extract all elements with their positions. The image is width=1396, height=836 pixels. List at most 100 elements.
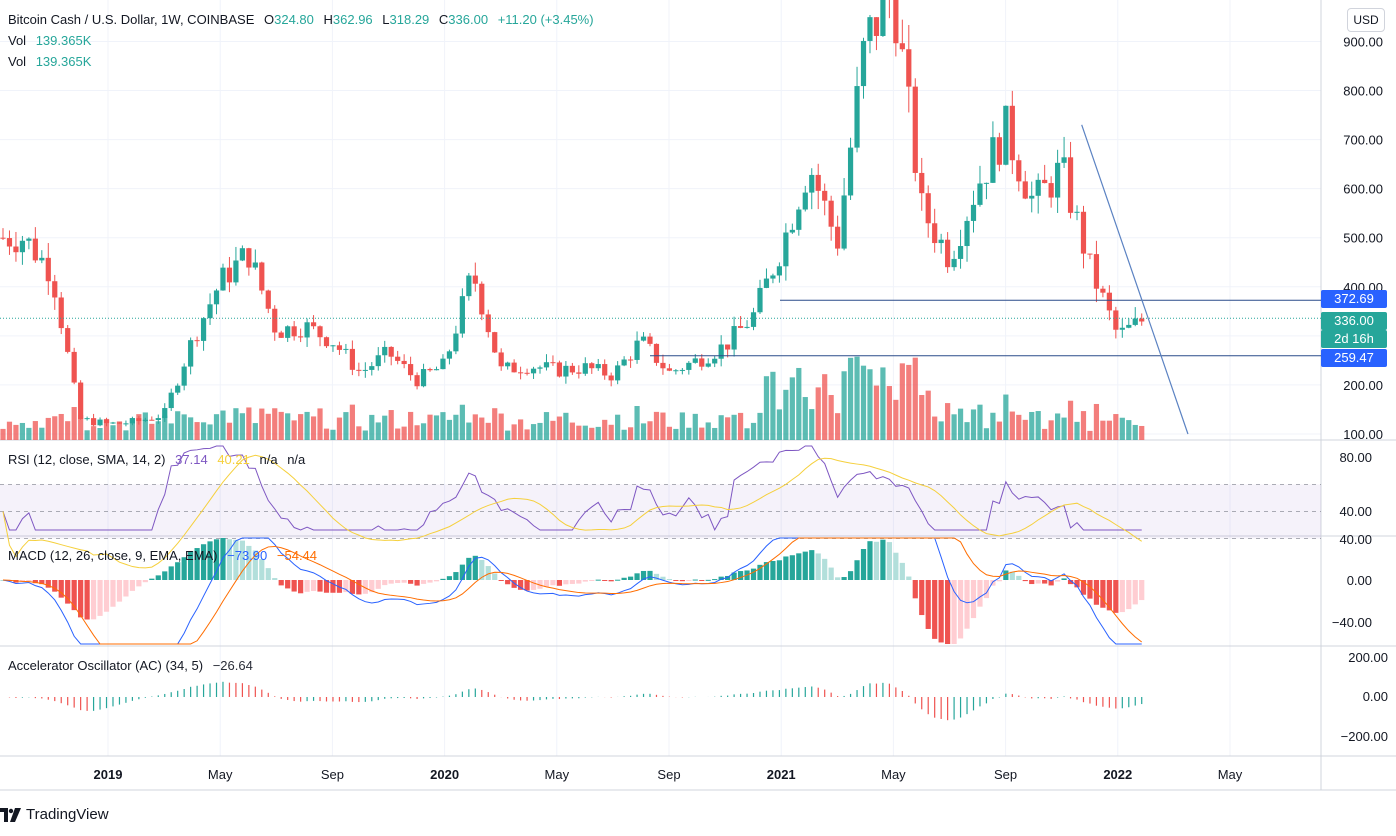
candle-body xyxy=(71,351,77,383)
macd-histogram-bar xyxy=(925,580,931,629)
macd-histogram-bar xyxy=(699,580,705,581)
volume-bar xyxy=(479,417,485,440)
volume-bar xyxy=(1132,424,1138,440)
volume-bar xyxy=(880,367,886,440)
macd-histogram-bar xyxy=(58,580,64,598)
tradingview-logo[interactable]: TradingView xyxy=(0,806,109,823)
macd-histogram-bar xyxy=(466,557,472,580)
macd-histogram-bar xyxy=(188,550,194,580)
candle-body xyxy=(867,17,873,41)
candle-body xyxy=(919,172,925,194)
candle-body xyxy=(6,238,13,247)
candle-body xyxy=(1106,292,1112,311)
symbol-title[interactable]: Bitcoin Cash / U.S. Dollar, 1W, COINBASE xyxy=(8,12,255,27)
macd-histogram-bar xyxy=(1087,580,1093,599)
volume-bar xyxy=(731,414,737,440)
vol2-label[interactable]: Vol xyxy=(8,54,27,69)
volume-bar xyxy=(375,422,381,440)
volume-bar xyxy=(466,422,472,440)
candle-body xyxy=(627,359,634,361)
macd-histogram-bar xyxy=(938,580,944,643)
volume-bar xyxy=(252,423,258,440)
macd-histogram-bar xyxy=(608,580,614,582)
macd-label[interactable]: MACD (12, 26, close, 9, EMA, EMA) xyxy=(8,548,218,563)
macd-histogram-bar xyxy=(880,539,886,580)
macd-histogram-bar xyxy=(26,580,32,581)
volume-bar xyxy=(964,422,970,440)
macd-histogram-bar xyxy=(737,571,744,580)
macd-histogram-bar xyxy=(45,580,51,588)
macd-histogram-bar xyxy=(802,551,808,580)
macd-legend: MACD (12, 26, close, 9, EMA, EMA) −73.90… xyxy=(8,546,323,566)
candle-body xyxy=(97,419,103,426)
macd-histogram-bar xyxy=(162,571,168,580)
volume-bar xyxy=(65,421,71,440)
volume-bar xyxy=(1022,419,1028,440)
rsi-tick-label: 80.00 xyxy=(1339,450,1372,465)
rsi-na-1: n/a xyxy=(259,452,278,467)
candle-body xyxy=(647,336,653,344)
volume-bar xyxy=(692,413,698,440)
macd-histogram-bar xyxy=(142,580,148,583)
candle-body xyxy=(1113,310,1119,330)
vol-label[interactable]: Vol xyxy=(8,33,27,48)
volume-bar xyxy=(1016,414,1022,440)
volume-bar xyxy=(0,428,6,440)
candle-body xyxy=(556,362,563,377)
macd-histogram-bar xyxy=(899,562,905,580)
candle-body xyxy=(615,365,621,381)
macd-histogram-bar xyxy=(427,580,433,583)
volume-bar xyxy=(815,387,821,440)
time-tick-label: Sep xyxy=(657,767,680,782)
candle-body xyxy=(725,344,731,350)
volume-bar xyxy=(718,415,724,440)
macd-histogram-bar xyxy=(841,577,847,580)
candle-body xyxy=(349,348,355,370)
macd-signal-value: −54.44 xyxy=(276,548,318,563)
ac-label[interactable]: Accelerator Oscillator (AC) (34, 5) xyxy=(8,658,204,673)
rsi-tick-label: 40.00 xyxy=(1339,504,1372,519)
candle-body xyxy=(149,419,155,421)
rsi-ma-line xyxy=(2,454,1142,569)
volume-bar xyxy=(996,421,1002,440)
macd-histogram-bar xyxy=(175,562,181,580)
candle-body xyxy=(569,365,575,373)
macd-histogram-bar xyxy=(369,580,375,593)
candle-body xyxy=(323,337,330,347)
macd-histogram-bar xyxy=(1003,570,1009,580)
volume-bar xyxy=(530,424,537,440)
macd-histogram-bar xyxy=(660,576,666,580)
candle-body xyxy=(362,369,368,371)
time-tick-label: 2021 xyxy=(767,767,796,782)
candle-body xyxy=(835,226,841,249)
macd-histogram-bar xyxy=(52,580,58,592)
candle-body xyxy=(673,370,679,372)
candle-body xyxy=(427,369,433,371)
macd-histogram-bar xyxy=(226,539,233,580)
candle-body xyxy=(272,308,278,333)
candle-body xyxy=(278,332,284,338)
volume-bar xyxy=(1048,420,1054,440)
volume-bar xyxy=(556,416,563,440)
rsi-label[interactable]: RSI (12, close, SMA, 14, 2) xyxy=(8,452,166,467)
candle-body xyxy=(1016,160,1022,182)
volume-bar xyxy=(414,425,420,440)
brand-name: TradingView xyxy=(26,806,109,823)
rsi-legend: RSI (12, close, SMA, 14, 2) 37.14 40.21 … xyxy=(8,450,311,470)
macd-histogram-bar xyxy=(492,573,498,580)
macd-histogram-bar xyxy=(518,580,524,590)
volume-bar xyxy=(168,423,174,440)
volume-bar xyxy=(621,429,627,440)
volume-bar xyxy=(116,421,123,440)
volume-bar xyxy=(13,424,19,440)
macd-histogram-bar xyxy=(763,562,770,580)
macd-histogram-bar xyxy=(595,579,601,581)
ac-value: −26.64 xyxy=(212,658,253,673)
volume-bar xyxy=(932,416,938,440)
support-price-tag: 259.47 xyxy=(1321,349,1387,367)
currency-button[interactable]: USD xyxy=(1347,8,1385,32)
candle-body xyxy=(291,326,297,337)
macd-histogram-bar xyxy=(1042,580,1048,584)
macd-histogram-bar xyxy=(472,555,478,580)
